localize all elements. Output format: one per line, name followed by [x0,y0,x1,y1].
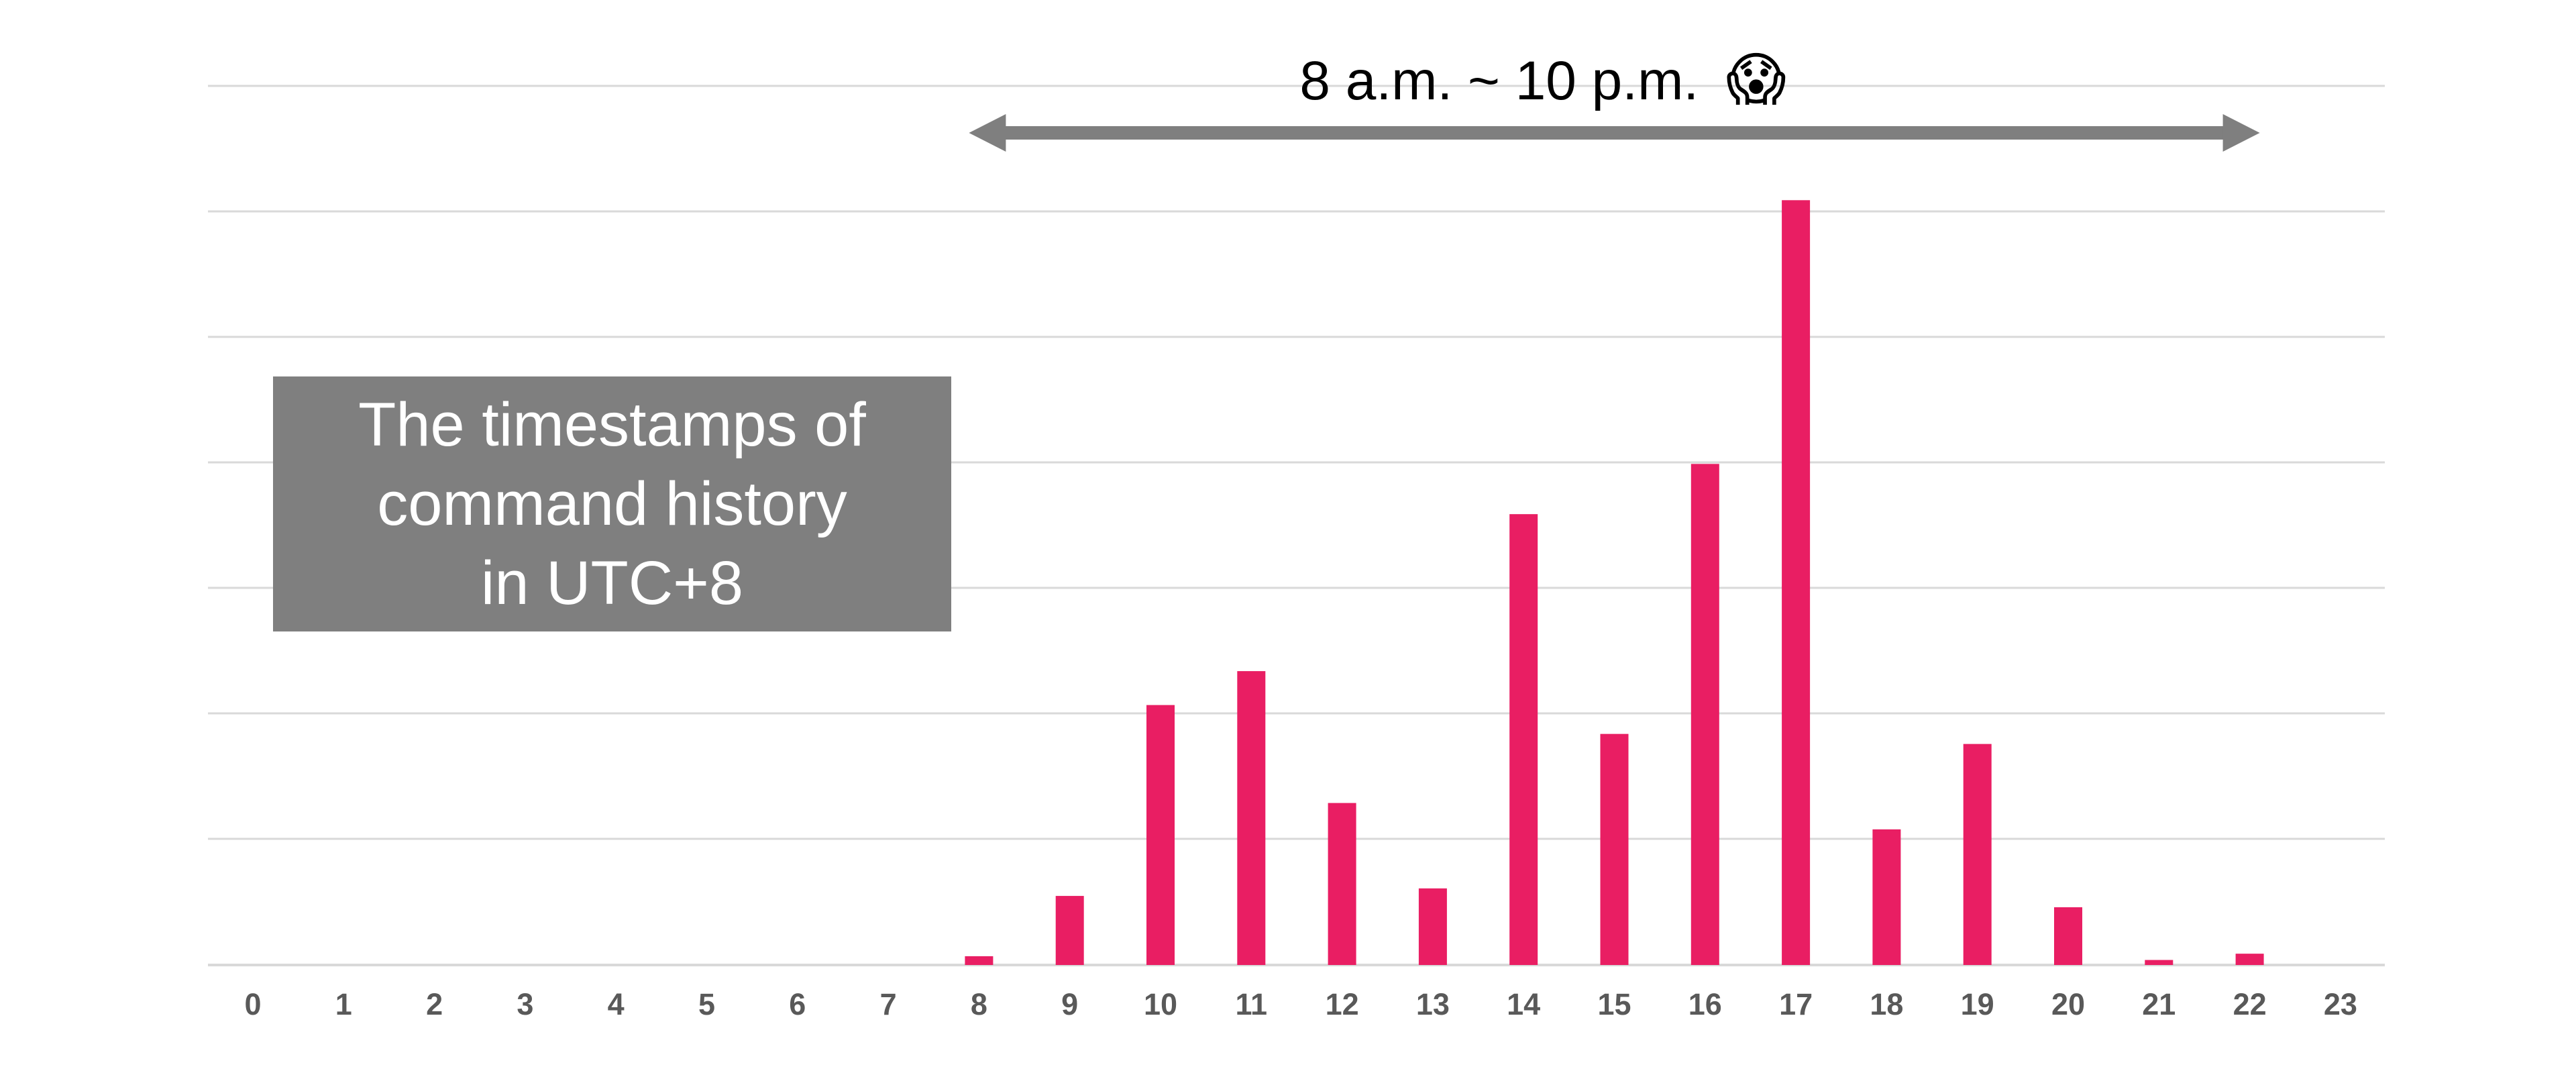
bar-hour-20 [2054,907,2082,965]
x-tick-label: 0 [244,987,261,1021]
x-tick-label: 4 [608,987,625,1021]
x-tick-label: 10 [1144,987,1177,1021]
x-tick-label: 8 [971,987,987,1021]
bar-hour-12 [1328,803,1356,965]
x-tick-label: 11 [1236,987,1268,1021]
bar-hour-10 [1146,705,1175,965]
range-arrow-head-left [969,114,1006,152]
x-tick-label: 18 [1870,987,1903,1021]
note-text: The timestamps of command history in UTC… [358,385,866,623]
bar-hour-9 [1055,896,1084,965]
x-tick-label: 15 [1597,987,1631,1021]
scream-emoji-icon: 😱 [1726,46,1786,113]
x-tick-label: 17 [1779,987,1813,1021]
x-tick-label: 6 [789,987,806,1021]
x-tick-label: 19 [1961,987,1994,1021]
x-axis-tick-labels: 0 1 2 3 4 5 6 7 8 9 10 11 12 13 14 15 16 17 18 19 20 21 22 23 [244,987,2357,1021]
range-label-text: 8 a.m. ~ 10 p.m. [1299,50,1699,111]
range-label: 8 a.m. ~ 10 p.m. 😱 [1299,46,1786,113]
note-line-2: command history [377,470,847,538]
bar-hour-8 [965,956,994,965]
x-tick-label: 20 [2051,987,2085,1021]
range-arrow-head-right [2222,114,2260,152]
bar-hour-18 [1872,829,1901,965]
x-tick-label: 13 [1416,987,1450,1021]
x-tick-label: 22 [2233,987,2267,1021]
x-tick-label: 3 [517,987,533,1021]
x-tick-label: 16 [1688,987,1722,1021]
x-tick-label: 5 [698,987,715,1021]
bar-hour-16 [1690,464,1719,965]
bar-hour-15 [1600,733,1629,965]
note-box: The timestamps of command history in UTC… [273,376,951,631]
x-tick-label: 2 [426,987,443,1021]
bar-hour-19 [1963,744,1992,965]
x-tick-label: 9 [1061,987,1078,1021]
bar-hour-14 [1509,514,1538,965]
range-annotation: 8 a.m. ~ 10 p.m. 😱 [969,46,2260,152]
bar-hour-21 [2145,960,2174,965]
x-tick-label: 1 [335,987,352,1021]
bar-hour-17 [1782,200,1811,965]
bar-hour-22 [2235,954,2264,965]
note-line-1: The timestamps of [358,391,866,459]
x-tick-label: 7 [880,987,897,1021]
x-tick-label: 12 [1326,987,1359,1021]
bars [965,200,2264,965]
x-tick-label: 23 [2324,987,2357,1021]
x-tick-label: 21 [2142,987,2176,1021]
note-line-3: in UTC+8 [480,549,744,617]
bar-hour-13 [1418,888,1447,965]
x-tick-label: 14 [1507,987,1540,1021]
bar-hour-11 [1237,671,1266,965]
